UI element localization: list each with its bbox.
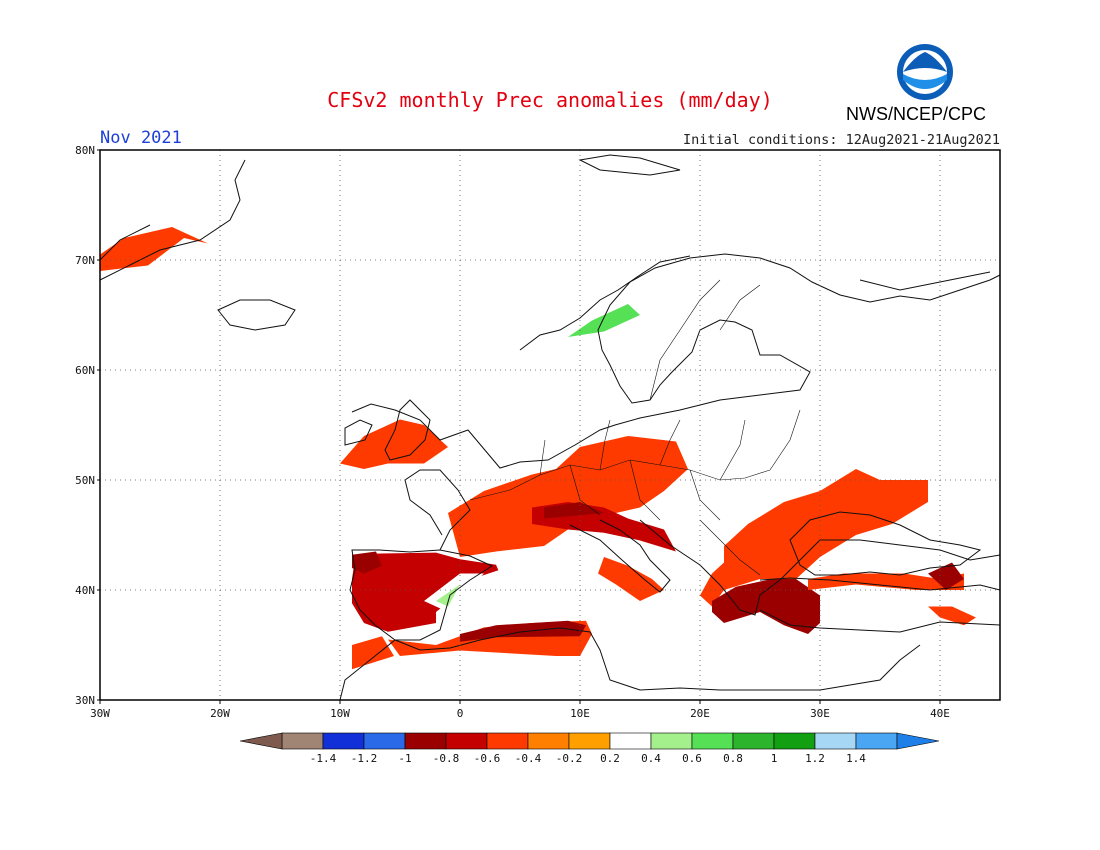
anomaly-region-2 [388, 620, 592, 656]
graticule-layer [100, 150, 1000, 700]
colorbar-swatch [445, 732, 488, 750]
colorbar-label: 0.4 [641, 752, 661, 765]
noaa-logo-icon: NOAA [897, 44, 953, 100]
lon-tick-label: 40E [930, 707, 950, 720]
coastline-iberia [349, 549, 494, 641]
map-frame [99, 149, 1001, 701]
coastline-scandinavia-west [519, 255, 691, 351]
coastline-europe [351, 253, 1001, 469]
anomaly-region-14 [340, 419, 448, 469]
colorbar-swatch [322, 732, 365, 750]
coastline-black-sea [789, 511, 982, 576]
colorbar-label: -1.4 [310, 752, 337, 765]
colorbar-swatch [650, 732, 693, 750]
anomaly-region-3 [460, 620, 586, 642]
lon-tick-label: 10W [330, 707, 350, 720]
coastline-italy [569, 519, 671, 593]
lon-tick-label: 10E [570, 707, 590, 720]
forecast-month: Nov 2021 [100, 128, 182, 148]
lat-tick-label: 50N [75, 474, 95, 487]
country-borders [469, 279, 801, 576]
colorbar-swatch [568, 732, 611, 750]
coastline-africa [339, 627, 921, 701]
anomaly-region-9 [700, 469, 928, 607]
coastline-novaya [859, 271, 991, 291]
colorbar-legend: -1.4 -1.2 -1 -0.8 -0.6 -0.4 -0.2 0.2 0.4 0.6 0.8 1 1… [239, 732, 940, 765]
colorbar-label: 0.6 [682, 752, 702, 765]
anomaly-region-8 [598, 557, 664, 601]
coastline-ireland [344, 419, 373, 446]
anomaly-region-4 [352, 636, 394, 670]
colorbar-label: -1 [398, 752, 411, 765]
colorbar-label: -0.2 [556, 752, 583, 765]
map-title: CFSv2 monthly Prec anomalies (mm/day) [327, 88, 773, 112]
colorbar-label: 0.2 [600, 752, 620, 765]
colorbar-label: 1 [771, 752, 778, 765]
lon-tick-label: 20E [690, 707, 710, 720]
colorbar-label: 1.2 [805, 752, 825, 765]
coastline-layer [99, 154, 1001, 701]
colorbar-label: 1.4 [846, 752, 866, 765]
anomaly-fill-layer [100, 161, 976, 670]
noaa-logo-text: NOAA [913, 68, 937, 79]
anomaly-region-12 [928, 562, 964, 590]
colorbar-low-arrow [239, 732, 283, 750]
colorbar-swatch [773, 732, 816, 750]
colorbar-label: -0.4 [515, 752, 542, 765]
lat-tick-label: 30N [75, 694, 95, 707]
colorbar-swatch [486, 732, 529, 750]
colorbar-swatch [814, 732, 857, 750]
anomaly-region-22 [436, 584, 460, 607]
anomaly-region-16 [202, 315, 292, 332]
lat-tick-label: 70N [75, 254, 95, 267]
initial-conditions: Initial conditions: 12Aug2021-21Aug2021 [683, 132, 1000, 148]
coastline-britain [384, 399, 431, 461]
anomaly-region-1 [352, 551, 382, 574]
anomaly-region-10 [712, 579, 820, 634]
coastline-france [404, 469, 471, 551]
lat-tick-label: 80N [75, 144, 95, 157]
colorbar-label: -0.6 [474, 752, 501, 765]
organization-label: NWS/NCEP/CPC [846, 104, 987, 124]
colorbar-high-arrow [896, 732, 940, 750]
coastline-iceland [217, 299, 296, 331]
lon-tick-label: 20W [210, 707, 230, 720]
anomaly-region-15 [100, 227, 208, 271]
anomaly-region-17 [520, 249, 808, 376]
country-border-layer [469, 279, 801, 576]
coastline-turkey [759, 577, 1001, 633]
anomaly-region-18 [568, 304, 640, 337]
lon-tick-label: 0 [457, 707, 464, 720]
colorbar-swatch [527, 732, 570, 750]
coastline-greenland [99, 159, 246, 281]
colorbar-swatch [404, 732, 447, 750]
anomaly-region-20 [640, 161, 724, 178]
colorbar-swatch [281, 732, 324, 750]
colorbar-label: -1.2 [351, 752, 378, 765]
coastline-balkans [639, 519, 1001, 616]
coastline-svalbard [578, 154, 681, 176]
anomaly-region-5 [448, 436, 688, 557]
colorbar-swatch [855, 732, 898, 750]
lat-tick-label: 60N [75, 364, 95, 377]
axis-label-layer: 30N 40N 50N 60N 70N 80N 30W 20W 10W 0 10E 20E 30E 40E [75, 144, 950, 720]
anomaly-region-0 [352, 552, 499, 632]
lat-tick-label: 40N [75, 584, 95, 597]
colorbar-label: -0.8 [433, 752, 460, 765]
colorbar-swatch [609, 732, 652, 750]
anomaly-region-21 [424, 573, 484, 612]
colorbar-label: 0.8 [723, 752, 743, 765]
anomaly-region-19 [736, 293, 868, 359]
anomaly-region-6 [532, 502, 676, 552]
anomaly-region-7 [544, 502, 604, 519]
colorbar-swatch [691, 732, 734, 750]
anomaly-region-11 [808, 573, 964, 590]
lon-tick-label: 30W [90, 707, 110, 720]
colorbar-swatch [363, 732, 406, 750]
colorbar-swatch [732, 732, 775, 750]
anomaly-region-13 [928, 606, 976, 626]
lon-tick-label: 30E [810, 707, 830, 720]
